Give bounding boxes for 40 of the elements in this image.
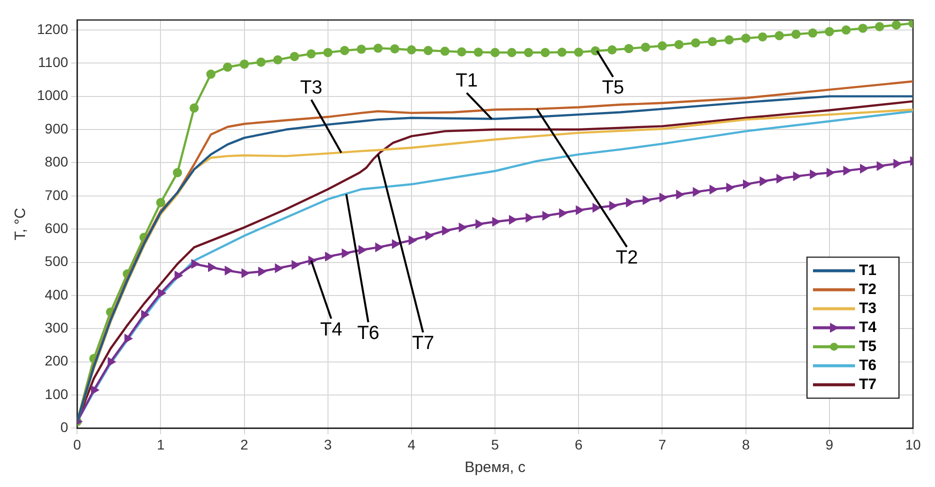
- y-tick-label: 1000: [36, 87, 68, 104]
- y-tick-label: 700: [44, 186, 68, 203]
- x-tick-label: 3: [324, 436, 332, 452]
- legend-label: T7: [859, 376, 877, 393]
- x-tick-label: 9: [826, 436, 834, 452]
- legend-label: T1: [859, 262, 877, 279]
- x-tick-label: 7: [658, 436, 666, 452]
- annotation: T6: [357, 322, 380, 344]
- annotation: T3: [300, 77, 322, 98]
- legend-label: T2: [859, 280, 877, 298]
- x-tick-label: 1: [156, 436, 165, 452]
- x-tick-label: 10: [905, 436, 921, 452]
- y-tick-label: 400: [44, 286, 68, 302]
- y-tick-label: 1100: [38, 54, 68, 70]
- x-tick-label: 8: [742, 436, 750, 452]
- y-tick-label: 600: [44, 220, 68, 236]
- legend-label: T3: [859, 300, 877, 317]
- annotation: T2: [616, 248, 638, 269]
- x-tick-label: 0: [73, 436, 82, 452]
- x-tick-label: 2: [240, 436, 248, 452]
- legend-label: T5: [859, 338, 877, 355]
- y-axis-title: T, °C: [12, 208, 30, 240]
- x-tick-label: 5: [491, 436, 500, 452]
- legend-label: T6: [859, 356, 877, 374]
- x-axis-title: Время, с: [464, 459, 526, 476]
- x-tick-label: 6: [574, 436, 583, 452]
- y-tick-label: 1200: [36, 20, 68, 37]
- annotation: T5: [602, 78, 624, 99]
- legend-label: T4: [859, 318, 878, 336]
- annotation: T4: [320, 319, 343, 340]
- y-tick-label: 900: [44, 120, 68, 136]
- y-tick-label: 300: [44, 320, 68, 336]
- y-tick-label: 200: [44, 352, 68, 369]
- annotation: T1: [456, 70, 478, 92]
- x-tick-label: 4: [408, 436, 416, 452]
- y-tick-label: 0: [60, 419, 68, 436]
- y-tick-label: 800: [44, 154, 68, 170]
- y-tick-label: 500: [44, 253, 68, 270]
- annotation: T7: [412, 333, 434, 354]
- y-tick-label: 100: [44, 386, 68, 402]
